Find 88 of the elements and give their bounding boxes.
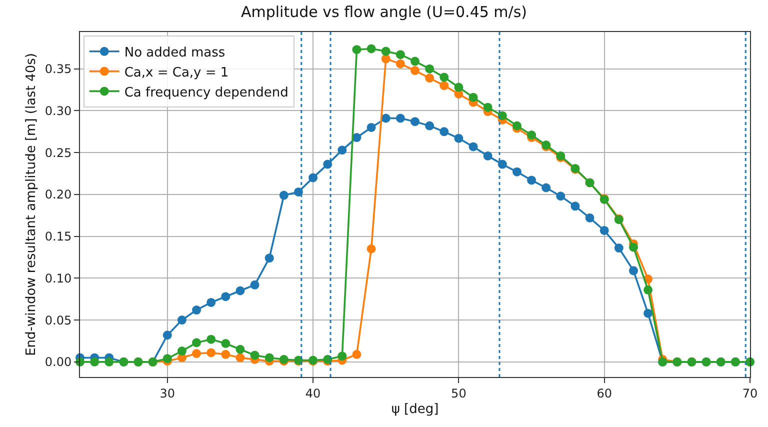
point bbox=[177, 346, 186, 356]
point bbox=[410, 117, 420, 126]
legend-label: No added mass bbox=[124, 45, 226, 60]
point bbox=[338, 146, 347, 155]
point bbox=[366, 44, 376, 54]
point bbox=[600, 226, 609, 235]
x-tick-label: 30 bbox=[160, 386, 176, 400]
point bbox=[498, 160, 507, 169]
point bbox=[483, 151, 492, 160]
x-tick-label: 40 bbox=[305, 386, 321, 400]
point bbox=[440, 127, 449, 136]
point bbox=[396, 114, 405, 123]
point bbox=[483, 102, 492, 112]
point bbox=[206, 348, 216, 358]
y-axis-title: End-window resultant amplitude [m] (last 40s) bbox=[24, 53, 39, 356]
point bbox=[628, 266, 638, 276]
legend-label: Ca frequency dependend bbox=[124, 85, 288, 100]
point bbox=[440, 72, 449, 82]
y-tick-label: 0.30 bbox=[44, 104, 72, 118]
y-tick-label: 0.10 bbox=[44, 271, 72, 286]
y-tick-label: 0.05 bbox=[44, 313, 72, 328]
point bbox=[381, 46, 390, 56]
point bbox=[162, 354, 172, 364]
point bbox=[425, 121, 434, 130]
point bbox=[614, 244, 624, 253]
x-axis-title: ψ [deg] bbox=[391, 402, 439, 417]
point bbox=[542, 183, 551, 192]
y-tick-label: 0.20 bbox=[44, 188, 72, 202]
legend-label: Ca,x = Ca,y = 1 bbox=[124, 65, 229, 80]
point bbox=[644, 308, 653, 318]
point bbox=[366, 122, 376, 132]
point bbox=[192, 306, 202, 315]
point bbox=[585, 213, 594, 222]
point bbox=[512, 167, 522, 176]
point bbox=[250, 350, 260, 360]
y-tick-label: 0.15 bbox=[44, 230, 72, 244]
point bbox=[206, 298, 216, 307]
point bbox=[192, 338, 202, 348]
y-tick-label: 0.00 bbox=[44, 355, 72, 370]
point bbox=[498, 111, 507, 120]
point bbox=[236, 353, 245, 362]
point bbox=[425, 74, 434, 83]
point bbox=[352, 350, 362, 359]
point bbox=[221, 292, 230, 302]
point bbox=[628, 242, 638, 252]
point bbox=[90, 357, 100, 366]
point bbox=[410, 56, 420, 66]
point bbox=[352, 45, 362, 54]
point bbox=[264, 254, 274, 263]
point bbox=[527, 130, 536, 140]
point bbox=[264, 353, 274, 362]
point bbox=[104, 357, 114, 366]
point bbox=[570, 202, 580, 211]
point bbox=[381, 114, 390, 123]
point bbox=[236, 286, 245, 296]
point bbox=[221, 350, 230, 359]
point bbox=[396, 50, 405, 60]
point bbox=[177, 316, 186, 325]
point bbox=[162, 330, 172, 340]
point bbox=[338, 352, 347, 361]
point bbox=[556, 192, 566, 201]
point bbox=[440, 81, 449, 90]
x-tick-label: 60 bbox=[596, 386, 612, 400]
point bbox=[468, 92, 478, 102]
point bbox=[512, 121, 522, 130]
point bbox=[236, 344, 245, 354]
point bbox=[206, 334, 216, 344]
point bbox=[250, 280, 260, 290]
point bbox=[425, 64, 434, 74]
y-tick-label: 0.35 bbox=[44, 62, 72, 76]
point bbox=[454, 82, 464, 92]
point bbox=[396, 59, 405, 68]
point bbox=[410, 66, 420, 76]
point bbox=[454, 134, 464, 143]
x-tick-label: 50 bbox=[451, 386, 466, 400]
point bbox=[644, 285, 653, 294]
point bbox=[308, 173, 318, 182]
point bbox=[279, 190, 288, 200]
y-tick-label: 0.25 bbox=[44, 146, 72, 160]
point bbox=[527, 176, 536, 185]
x-tick-label: 70 bbox=[742, 386, 758, 400]
point bbox=[468, 142, 478, 152]
point bbox=[366, 244, 376, 254]
chart-title: Amplitude vs flow angle (U=0.45 m/s) bbox=[240, 2, 528, 21]
point bbox=[323, 160, 332, 169]
point bbox=[381, 54, 390, 64]
point bbox=[221, 339, 230, 348]
point bbox=[192, 349, 202, 358]
